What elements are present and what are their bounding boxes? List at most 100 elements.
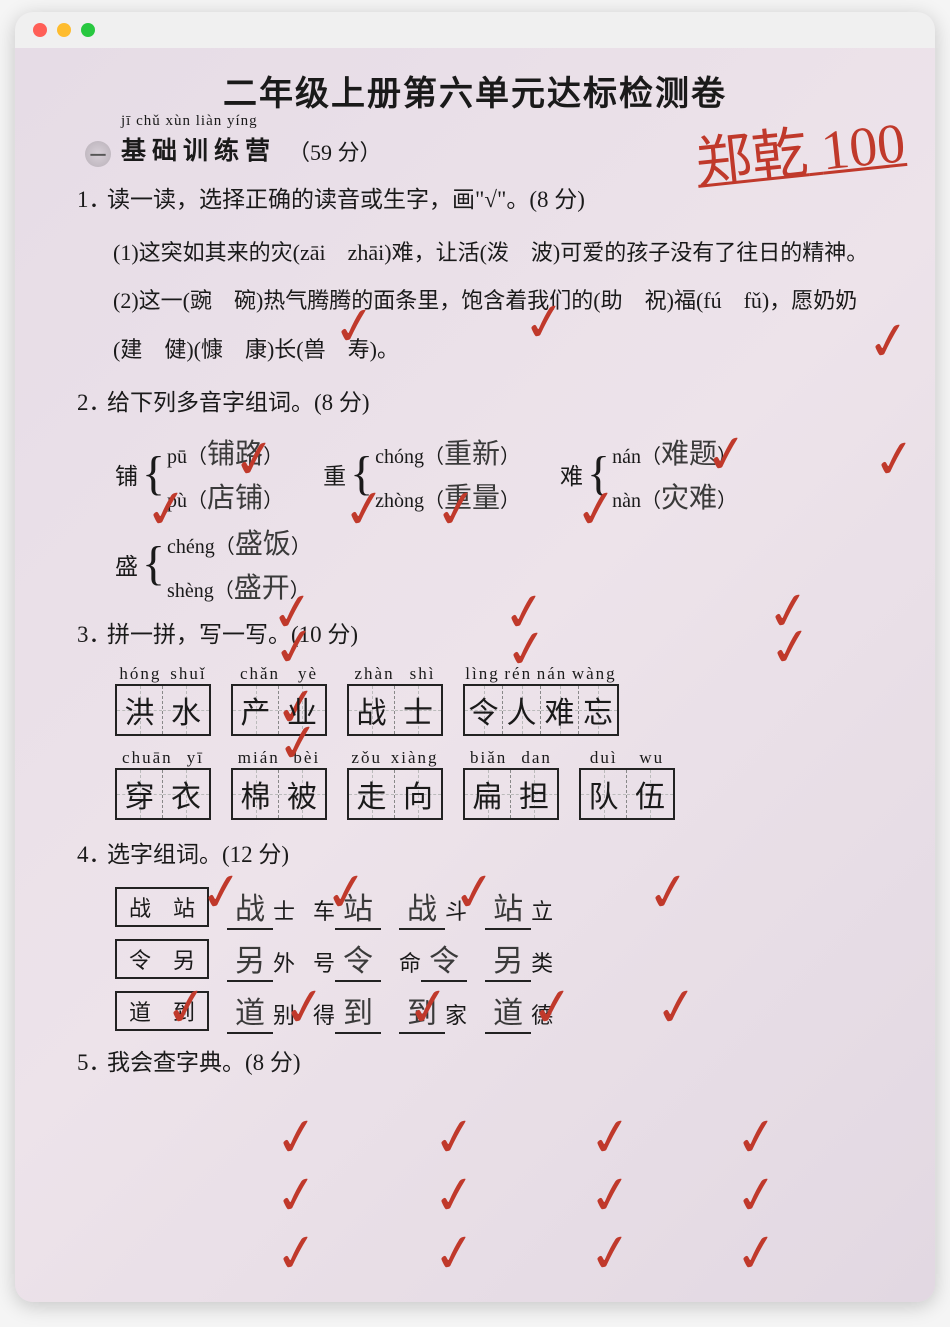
char-cell: 扁 bbox=[465, 770, 511, 818]
minimize-icon[interactable] bbox=[57, 23, 71, 37]
pinyin-label: hóng bbox=[119, 664, 161, 684]
checkmark-icon: ✓ bbox=[731, 1105, 783, 1170]
answer-char: 向 bbox=[403, 772, 433, 816]
choose-row: 令 另另外号令命令另类 bbox=[115, 936, 885, 982]
checkmark-icon: ✓ bbox=[271, 1105, 323, 1170]
poly-char: 难 bbox=[560, 457, 583, 491]
answer-char: 难 bbox=[545, 688, 575, 732]
poly-reading: nàn（灾难） bbox=[612, 476, 737, 516]
question-5: 5．我会查字典。(8 分) bbox=[77, 1040, 885, 1086]
q1-number: 1． bbox=[77, 177, 107, 223]
answer-text: 令 bbox=[343, 945, 373, 978]
pinyin-labels: zhànshì bbox=[347, 664, 443, 684]
pinyin-label: zhàn bbox=[355, 664, 395, 684]
word-pair: 得到 bbox=[313, 988, 381, 1034]
brace-icon: { bbox=[587, 450, 610, 498]
pinyin-write-group: hóngshuǐ洪水 bbox=[115, 664, 211, 736]
pinyin-labels: lìngrénnánwàng bbox=[463, 664, 619, 684]
answer-text: 令 bbox=[429, 945, 459, 978]
answer-char: 棉 bbox=[241, 772, 271, 816]
worksheet-paper: 二年级上册第六单元达标检测卷 郑乾 100 jī chǔ xùn liàn yí… bbox=[15, 48, 935, 1302]
q4-number: 4． bbox=[77, 832, 107, 878]
choice-box: 战 站 bbox=[115, 887, 209, 927]
answer-text: 道 bbox=[235, 997, 265, 1030]
pinyin-label: mián bbox=[238, 748, 280, 768]
section-title: 基础训练营 bbox=[121, 131, 276, 167]
word-pair: 道德 bbox=[485, 988, 553, 1034]
q3-row-1: hóngshuǐ洪水 chǎnyè产业 zhànshì战士 lìngrénnánwàn… bbox=[115, 664, 885, 736]
answer-char: 伍 bbox=[635, 772, 665, 816]
answer-char: 忘 bbox=[583, 688, 613, 732]
poly-readings: chóng（重新）zhòng（重量） bbox=[375, 432, 520, 516]
section-pinyin: jī chǔ xùn liàn yíng bbox=[121, 113, 258, 130]
pinyin-write-group: miánbèi棉被 bbox=[231, 748, 327, 820]
checkmark-icon: ✓ bbox=[585, 1163, 637, 1228]
char-boxes: 队伍 bbox=[579, 768, 675, 820]
q2-text: 给下列多音字组词。(8 分) bbox=[107, 390, 370, 415]
answer-text: 站 bbox=[493, 893, 523, 926]
char-cell: 人 bbox=[503, 686, 541, 734]
answer-char: 水 bbox=[171, 688, 201, 732]
char-cell: 令 bbox=[465, 686, 503, 734]
fill-blank: 到 bbox=[335, 988, 381, 1034]
char-cell: 穿 bbox=[117, 770, 163, 818]
checkmark-icon: ✓ bbox=[429, 1105, 481, 1170]
pinyin-labels: chǎnyè bbox=[231, 664, 327, 684]
pinyin-label: wàng bbox=[572, 664, 617, 684]
answer-char: 洪 bbox=[125, 688, 155, 732]
fill-blank: 另 bbox=[485, 936, 531, 982]
poly-reading: chéng（盛饭） bbox=[167, 522, 311, 562]
fill-blank: 道 bbox=[485, 988, 531, 1034]
brace-icon: { bbox=[350, 450, 373, 498]
answer-char: 穿 bbox=[125, 772, 155, 816]
pinyin-write-group: lìngrénnánwàng令人难忘 bbox=[463, 664, 619, 736]
poly-char: 重 bbox=[323, 457, 346, 491]
answer-text: 另 bbox=[235, 945, 265, 978]
zoom-icon[interactable] bbox=[81, 23, 95, 37]
choice-box: 道 到 bbox=[115, 991, 209, 1031]
polyphonic-group: 铺{pū（铺路）pù（店铺） bbox=[115, 432, 283, 516]
char-boxes: 穿衣 bbox=[115, 768, 211, 820]
char-cell: 产 bbox=[233, 686, 279, 734]
poly-reading: chóng（重新） bbox=[375, 432, 520, 472]
char-cell: 洪 bbox=[117, 686, 163, 734]
answer-text: 灾难 bbox=[661, 483, 717, 514]
char-cell: 水 bbox=[163, 686, 209, 734]
pinyin-write-group: zhànshì战士 bbox=[347, 664, 443, 736]
poly-char: 铺 bbox=[115, 457, 138, 491]
brace-icon: { bbox=[142, 540, 165, 588]
char-cell: 业 bbox=[279, 686, 325, 734]
pinyin-label: wu bbox=[639, 748, 664, 768]
pinyin-label: bèi bbox=[293, 748, 320, 768]
pinyin-label: chuān bbox=[122, 748, 173, 768]
close-icon[interactable] bbox=[33, 23, 47, 37]
pinyin-label: chǎn bbox=[240, 664, 280, 684]
question-4: 4．选字组词。(12 分) bbox=[77, 832, 885, 878]
fill-blank: 战 bbox=[399, 884, 445, 930]
q1-text: 读一读，选择正确的读音或生字，画"√"。(8 分) bbox=[107, 187, 585, 212]
word-pair: 战斗 bbox=[399, 884, 467, 930]
pinyin-label: xiàng bbox=[391, 748, 439, 768]
answer-char: 担 bbox=[519, 772, 549, 816]
polyphonic-group: 盛{chéng（盛饭）shèng（盛开） bbox=[115, 522, 311, 606]
q1-sub2: (2)这一(豌 碗)热气腾腾的面条里，饱含着我们的(助 祝)福(fú fǔ)，愿… bbox=[113, 277, 885, 374]
char-boxes: 令人难忘 bbox=[463, 684, 619, 736]
pinyin-label: yī bbox=[187, 748, 204, 768]
char-cell: 战 bbox=[349, 686, 395, 734]
word-pair: 战士 bbox=[227, 884, 295, 930]
checkmark-icon: ✓ bbox=[271, 1221, 323, 1286]
answer-text: 盛饭 bbox=[235, 529, 291, 560]
q1-sub1: (1)这突如其来的灾(zāi zhāi)难，让活(泼 波)可爱的孩子没有了往日的… bbox=[113, 229, 885, 277]
q4-text: 选字组词。(12 分) bbox=[107, 842, 289, 867]
poly-reading: pù（店铺） bbox=[167, 476, 283, 516]
answer-text: 战 bbox=[407, 893, 437, 926]
answer-text: 难题 bbox=[661, 439, 717, 470]
checkmark-icon: ✓ bbox=[585, 1105, 637, 1170]
fill-blank: 另 bbox=[227, 936, 273, 982]
checkmark-icon: ✓ bbox=[731, 1221, 783, 1286]
q2-row-2: 盛{chéng（盛饭）shèng（盛开） bbox=[115, 522, 885, 606]
poly-reading: nán（难题） bbox=[612, 432, 737, 472]
char-cell: 向 bbox=[395, 770, 441, 818]
q5-number: 5． bbox=[77, 1040, 107, 1086]
pinyin-labels: duìwu bbox=[579, 748, 675, 768]
